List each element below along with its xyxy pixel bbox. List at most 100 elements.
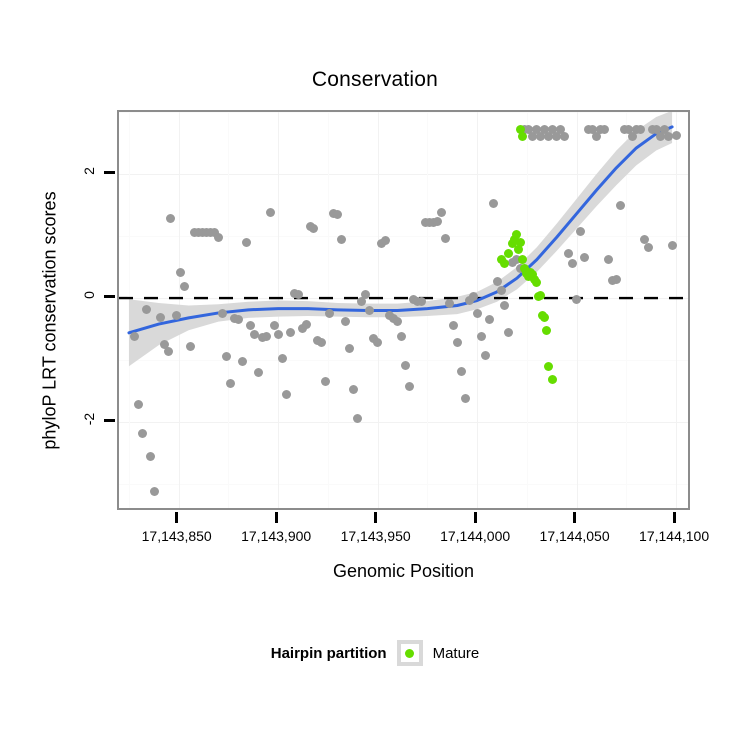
x-axis-tick bbox=[175, 512, 179, 523]
x-axis-tick bbox=[473, 512, 477, 523]
data-point-other bbox=[488, 199, 498, 209]
x-axis-tick-label: 17,143,900 bbox=[241, 528, 312, 544]
data-point-other bbox=[468, 292, 478, 302]
data-point-other bbox=[667, 241, 677, 251]
data-point-other bbox=[540, 124, 550, 134]
legend: Hairpin partition Mature bbox=[0, 640, 750, 666]
data-point-other bbox=[373, 338, 383, 348]
gridline-major-h bbox=[119, 174, 688, 175]
data-point-other bbox=[381, 236, 391, 246]
data-point-mature bbox=[500, 259, 510, 269]
data-point-other bbox=[476, 331, 486, 341]
data-point-other bbox=[440, 234, 450, 243]
data-point-other bbox=[172, 310, 182, 320]
data-point-mature bbox=[542, 325, 552, 335]
data-point-other bbox=[349, 385, 359, 395]
data-point-other bbox=[401, 360, 410, 370]
data-point-other bbox=[460, 394, 470, 403]
data-point-other bbox=[160, 340, 170, 350]
data-point-other bbox=[580, 252, 590, 262]
data-point-mature bbox=[548, 375, 558, 385]
data-point-other bbox=[397, 331, 407, 341]
data-point-other bbox=[130, 331, 140, 341]
legend-dot-icon bbox=[405, 648, 415, 658]
gridline-minor-h bbox=[119, 484, 688, 486]
data-point-other bbox=[176, 267, 186, 277]
data-point-other bbox=[504, 327, 514, 337]
data-point-mature bbox=[510, 234, 520, 244]
y-axis-tick bbox=[104, 294, 115, 298]
data-point-other bbox=[536, 132, 546, 142]
page-title: Conservation bbox=[311, 68, 439, 91]
data-point-other bbox=[325, 309, 335, 319]
data-point-other bbox=[592, 132, 601, 142]
data-point-other bbox=[663, 132, 673, 142]
y-axis-tick bbox=[104, 418, 115, 422]
data-point-other bbox=[484, 315, 494, 325]
data-point-other bbox=[249, 329, 259, 339]
data-point-mature bbox=[518, 132, 528, 142]
data-point-other bbox=[261, 331, 271, 341]
data-point-other bbox=[452, 338, 462, 348]
data-point-other bbox=[357, 296, 367, 306]
data-point-other bbox=[166, 214, 176, 224]
x-axis-tick-label: 17,143,850 bbox=[141, 528, 212, 544]
data-point-other bbox=[560, 132, 570, 142]
gridline-major-v bbox=[576, 112, 578, 508]
data-point-other bbox=[134, 400, 144, 410]
data-point-mature bbox=[514, 245, 524, 255]
data-point-other bbox=[225, 379, 235, 389]
data-point-other bbox=[297, 323, 307, 333]
data-point-other bbox=[472, 309, 482, 319]
data-point-other bbox=[568, 259, 578, 269]
data-point-other bbox=[301, 320, 311, 330]
data-point-other bbox=[237, 356, 247, 366]
data-point-other bbox=[635, 124, 645, 134]
data-point-other bbox=[496, 286, 506, 296]
data-point-other bbox=[317, 338, 327, 348]
data-point-mature bbox=[544, 361, 554, 371]
data-point-other bbox=[492, 277, 502, 287]
data-point-other bbox=[464, 296, 474, 306]
data-point-other bbox=[556, 124, 566, 134]
data-point-other bbox=[639, 234, 649, 244]
data-point-other bbox=[233, 314, 243, 324]
legend-key-mature[interactable] bbox=[396, 640, 423, 666]
x-axis-label: Genomic Position bbox=[332, 561, 475, 581]
data-point-other bbox=[456, 366, 466, 376]
loess-smooth-line bbox=[127, 125, 674, 335]
data-point-mature bbox=[516, 124, 526, 134]
data-point-other bbox=[500, 300, 510, 310]
data-point-other bbox=[548, 124, 558, 134]
y-axis-tick bbox=[104, 170, 115, 174]
x-axis-tick-label: 17,144,000 bbox=[440, 528, 511, 544]
data-point-other bbox=[512, 255, 522, 265]
plot-area bbox=[119, 112, 688, 508]
loess-confidence-band bbox=[128, 112, 673, 367]
y-axis-label: phyloP LRT conservation scores bbox=[39, 191, 60, 450]
data-point-other bbox=[138, 428, 148, 438]
data-point-other bbox=[643, 242, 653, 252]
data-point-other bbox=[333, 209, 343, 219]
y-axis-tick-label: 0 bbox=[81, 291, 97, 299]
x-axis-tick bbox=[274, 512, 278, 523]
data-point-other bbox=[281, 389, 291, 399]
x-axis-tick-label: 17,144,050 bbox=[539, 528, 610, 544]
data-point-other bbox=[528, 132, 538, 142]
data-point-other bbox=[273, 329, 283, 339]
data-point-other bbox=[404, 381, 414, 391]
data-point-other bbox=[269, 321, 279, 331]
data-point-mature bbox=[536, 291, 546, 301]
plot-panel bbox=[117, 110, 690, 510]
data-point-mature bbox=[532, 278, 542, 288]
data-point-other bbox=[341, 317, 351, 327]
data-point-other bbox=[353, 414, 363, 424]
data-point-other bbox=[564, 248, 574, 258]
data-point-other bbox=[532, 124, 542, 134]
data-point-other bbox=[436, 207, 446, 217]
data-point-other bbox=[544, 132, 554, 142]
data-point-other bbox=[603, 255, 613, 265]
data-point-other bbox=[213, 232, 223, 242]
data-point-mature bbox=[540, 313, 550, 323]
